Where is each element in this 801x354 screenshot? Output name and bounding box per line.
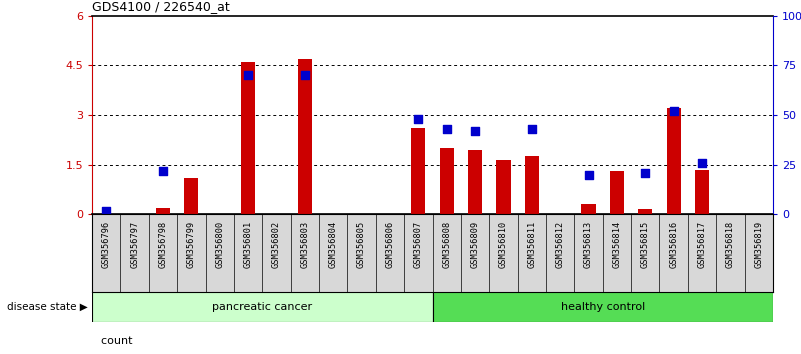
Text: GSM356797: GSM356797 <box>131 221 139 268</box>
Text: GSM356807: GSM356807 <box>414 221 423 268</box>
Point <box>695 160 708 165</box>
Text: GSM356814: GSM356814 <box>613 221 622 268</box>
Bar <box>156 207 170 214</box>
Text: GSM356810: GSM356810 <box>499 221 508 268</box>
Point <box>157 168 170 173</box>
Text: healthy control: healthy control <box>561 302 645 312</box>
Text: GSM356815: GSM356815 <box>641 221 650 268</box>
Point <box>525 126 538 132</box>
Bar <box>241 62 256 214</box>
Bar <box>411 128 425 214</box>
Text: GDS4100 / 226540_at: GDS4100 / 226540_at <box>92 0 230 13</box>
Bar <box>525 156 539 214</box>
Text: GSM356813: GSM356813 <box>584 221 593 268</box>
Text: GSM356809: GSM356809 <box>471 221 480 268</box>
Text: GSM356805: GSM356805 <box>357 221 366 268</box>
Bar <box>468 150 482 214</box>
Text: GSM356800: GSM356800 <box>215 221 224 268</box>
Bar <box>582 204 596 214</box>
Bar <box>298 59 312 214</box>
Text: GSM356801: GSM356801 <box>244 221 252 268</box>
Point <box>469 128 481 134</box>
Point <box>299 73 312 78</box>
Point <box>667 108 680 114</box>
Point <box>582 172 595 177</box>
Text: GSM356799: GSM356799 <box>187 221 196 268</box>
Bar <box>440 148 454 214</box>
Point <box>100 209 113 214</box>
Text: GSM356802: GSM356802 <box>272 221 281 268</box>
Point <box>412 116 425 122</box>
Bar <box>610 171 624 214</box>
Point <box>441 126 453 132</box>
Text: GSM356812: GSM356812 <box>556 221 565 268</box>
Bar <box>638 209 652 214</box>
Text: GSM356798: GSM356798 <box>159 221 167 268</box>
Bar <box>433 292 773 322</box>
Bar <box>695 170 709 214</box>
Text: GSM356796: GSM356796 <box>102 221 111 268</box>
Text: GSM356804: GSM356804 <box>328 221 338 268</box>
Text: count: count <box>94 336 132 346</box>
Text: GSM356817: GSM356817 <box>698 221 706 268</box>
Text: disease state ▶: disease state ▶ <box>7 302 88 312</box>
Text: GSM356806: GSM356806 <box>385 221 394 268</box>
Bar <box>184 178 199 214</box>
Point <box>639 170 652 175</box>
Text: GSM356816: GSM356816 <box>669 221 678 268</box>
Bar <box>497 160 510 214</box>
Text: GSM356818: GSM356818 <box>726 221 735 268</box>
Bar <box>666 108 681 214</box>
Text: GSM356803: GSM356803 <box>300 221 309 268</box>
Text: GSM356819: GSM356819 <box>755 221 763 268</box>
Bar <box>92 292 433 322</box>
Text: pancreatic cancer: pancreatic cancer <box>212 302 312 312</box>
Text: GSM356808: GSM356808 <box>442 221 451 268</box>
Point <box>242 73 255 78</box>
Text: GSM356811: GSM356811 <box>527 221 537 268</box>
